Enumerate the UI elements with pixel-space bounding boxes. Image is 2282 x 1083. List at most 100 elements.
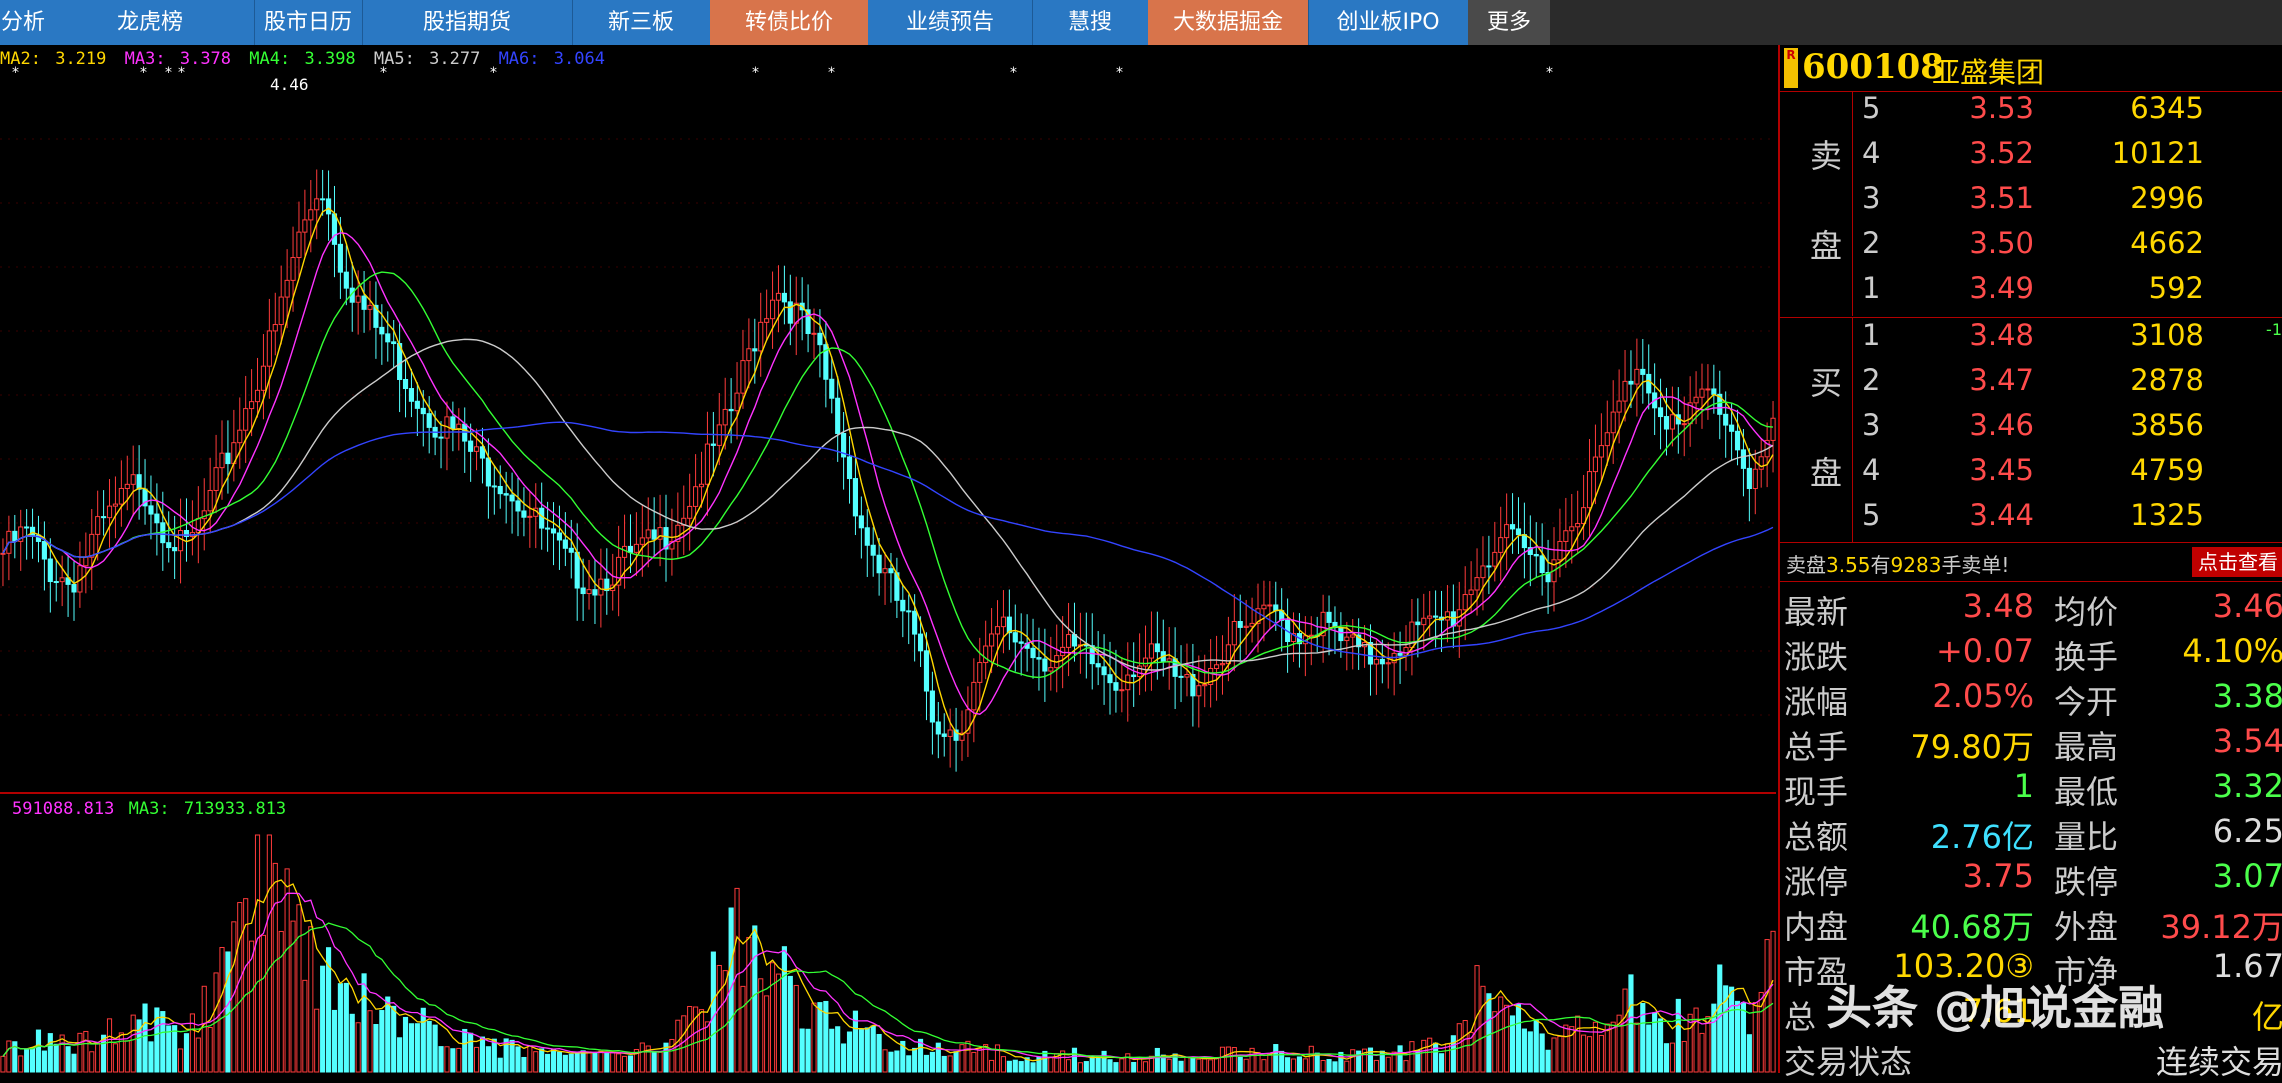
volume-bar: [1581, 1034, 1587, 1073]
nav-divider: [254, 0, 255, 45]
candle-body: [1119, 689, 1125, 692]
candle-body: [1729, 424, 1735, 432]
candle-body: [651, 529, 657, 540]
tab-convertible-bond[interactable]: 转债比价: [710, 0, 868, 45]
volume-bar: [1208, 1059, 1214, 1073]
candle-body: [379, 326, 385, 335]
buy-row-3[interactable]: 3 3.46 3856: [1862, 408, 2204, 442]
event-star-marker: *: [490, 65, 497, 81]
volume-bar: [1006, 1060, 1012, 1073]
stock-code: 600108: [1802, 47, 1944, 87]
tab-market-calendar[interactable]: 股市日历: [254, 0, 362, 45]
candle-body: [568, 547, 574, 553]
candle-body: [1533, 553, 1539, 557]
stat-label: 外盘: [2054, 908, 2119, 946]
candle-body: [621, 545, 628, 558]
candle-body: [817, 332, 823, 346]
tab-big-data[interactable]: 大数据掘金: [1148, 0, 1308, 45]
candle-body: [1290, 633, 1297, 643]
tab-smart-search[interactable]: 慧搜: [1032, 0, 1148, 45]
volume-bar: [1095, 1056, 1101, 1073]
buy-row-2[interactable]: 2 3.47 2878: [1862, 363, 2204, 397]
event-star-marker: *: [1116, 65, 1123, 81]
volume-bar: [965, 1040, 971, 1073]
volume-bar: [320, 965, 326, 1073]
volume-bar: [1077, 1062, 1083, 1073]
kline-chart[interactable]: * * * * * * * * * * *: [0, 45, 1778, 1073]
volume-bar: [1042, 1050, 1048, 1073]
stat-value: 1: [2013, 767, 2034, 805]
candle-body: [302, 219, 308, 233]
stat-value: 3.38: [2212, 677, 2282, 715]
volume-bar: [148, 1041, 154, 1073]
candle-body: [1669, 414, 1675, 430]
high-price-label: 4.46: [270, 75, 309, 94]
candle-body: [882, 568, 888, 574]
volume-bar: [367, 1010, 373, 1073]
volume-bar: [556, 1051, 563, 1073]
candle-body: [1628, 380, 1634, 385]
candle-body: [438, 436, 444, 439]
ma-line-ma6: [2, 421, 1774, 659]
candle-body: [1663, 416, 1670, 430]
candle-body: [1758, 456, 1764, 470]
candle-body: [1379, 658, 1385, 665]
stat-value: 3.48: [1962, 587, 2034, 625]
candle-body: [225, 452, 231, 465]
volume-bar: [1119, 1058, 1125, 1073]
candle-body: [130, 474, 136, 485]
stat-label: 总手: [1784, 728, 1849, 766]
tab-gem-ipo[interactable]: 创业板IPO: [1308, 0, 1468, 45]
candle-body: [971, 681, 977, 711]
sell-row-1[interactable]: 1 3.49 592: [1862, 271, 2204, 305]
volume-bar: [1148, 1055, 1155, 1073]
tab-dragon-tiger-list[interactable]: 龙虎榜: [46, 0, 254, 45]
candle-body: [876, 554, 882, 574]
volume-bar: [1344, 1060, 1350, 1073]
tab-analysis[interactable]: 分析: [0, 0, 46, 45]
candle-body: [1142, 657, 1149, 667]
candle-body: [989, 633, 995, 647]
tab-index-futures[interactable]: 股指期货: [362, 0, 572, 45]
volume-bar: [18, 1055, 24, 1073]
kline-chart-area[interactable]: * * * * * * * * * * * MA2: 3.219 MA3: 3.378 MA4: 3…: [0, 45, 1778, 1073]
tab-new-third-board[interactable]: 新三板: [572, 0, 710, 45]
sell-row-3[interactable]: 3 3.51 2996: [1862, 181, 2204, 215]
candle-body: [207, 489, 213, 512]
volume-bar: [450, 1048, 456, 1073]
buy-row-5[interactable]: 5 3.44 1325: [1862, 498, 2204, 532]
volume-bar: [929, 1051, 935, 1073]
sell-row-5[interactable]: 5 3.53 6345: [1862, 91, 2204, 125]
candle-body: [183, 529, 190, 537]
volume-bar: [331, 1009, 338, 1073]
volume-bar: [1521, 1028, 1527, 1073]
buy-row-4[interactable]: 4 3.45 4759: [1862, 453, 2204, 487]
volume-bar: [669, 1038, 675, 1073]
view-big-order-button[interactable]: 点击查看: [2192, 547, 2282, 577]
nav-divider: [362, 0, 363, 45]
volume-ma-line: [2, 879, 1774, 1062]
tab-earnings-forecast[interactable]: 业绩预告: [868, 0, 1032, 45]
sell-row-2[interactable]: 2 3.50 4662: [1862, 226, 2204, 260]
candle-body: [106, 505, 113, 519]
candle-body: [823, 344, 829, 380]
volume-bar: [923, 1054, 930, 1073]
volume-bar: [1267, 1053, 1273, 1073]
candle-body: [1569, 526, 1575, 532]
volume-bar: [6, 1040, 12, 1073]
volume-bar: [1279, 1050, 1285, 1073]
stat-label: 现手: [1784, 773, 1849, 811]
candle-body: [1255, 608, 1261, 624]
volume-bar: [479, 1036, 486, 1073]
candle-body: [1586, 471, 1593, 509]
stat-label: 总额: [1784, 818, 1849, 856]
volume-bar: [201, 985, 207, 1073]
sell-row-4[interactable]: 4 3.52 10121: [1862, 136, 2204, 170]
volume-bar: [1539, 1033, 1545, 1073]
volume-bar: [1373, 1059, 1379, 1073]
volume-bar: [1551, 1037, 1557, 1073]
buy-row-1[interactable]: 1 3.48 3108: [1862, 318, 2204, 352]
volume-bar: [616, 1053, 622, 1073]
tab-more[interactable]: 更多: [1468, 0, 1550, 45]
volume-bar: [1545, 1049, 1551, 1073]
